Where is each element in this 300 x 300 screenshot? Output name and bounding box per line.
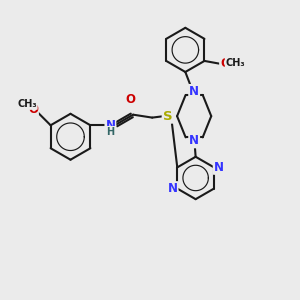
Text: N: N bbox=[168, 182, 178, 195]
Text: O: O bbox=[220, 57, 230, 70]
Text: H: H bbox=[106, 127, 115, 137]
Text: O: O bbox=[28, 103, 38, 116]
Text: CH₃: CH₃ bbox=[226, 58, 245, 68]
Text: S: S bbox=[163, 110, 172, 123]
Text: N: N bbox=[189, 134, 199, 147]
Text: CH₃: CH₃ bbox=[17, 99, 37, 109]
Text: N: N bbox=[105, 119, 116, 132]
Text: O: O bbox=[126, 93, 136, 106]
Text: N: N bbox=[214, 161, 224, 174]
Text: N: N bbox=[189, 85, 199, 98]
